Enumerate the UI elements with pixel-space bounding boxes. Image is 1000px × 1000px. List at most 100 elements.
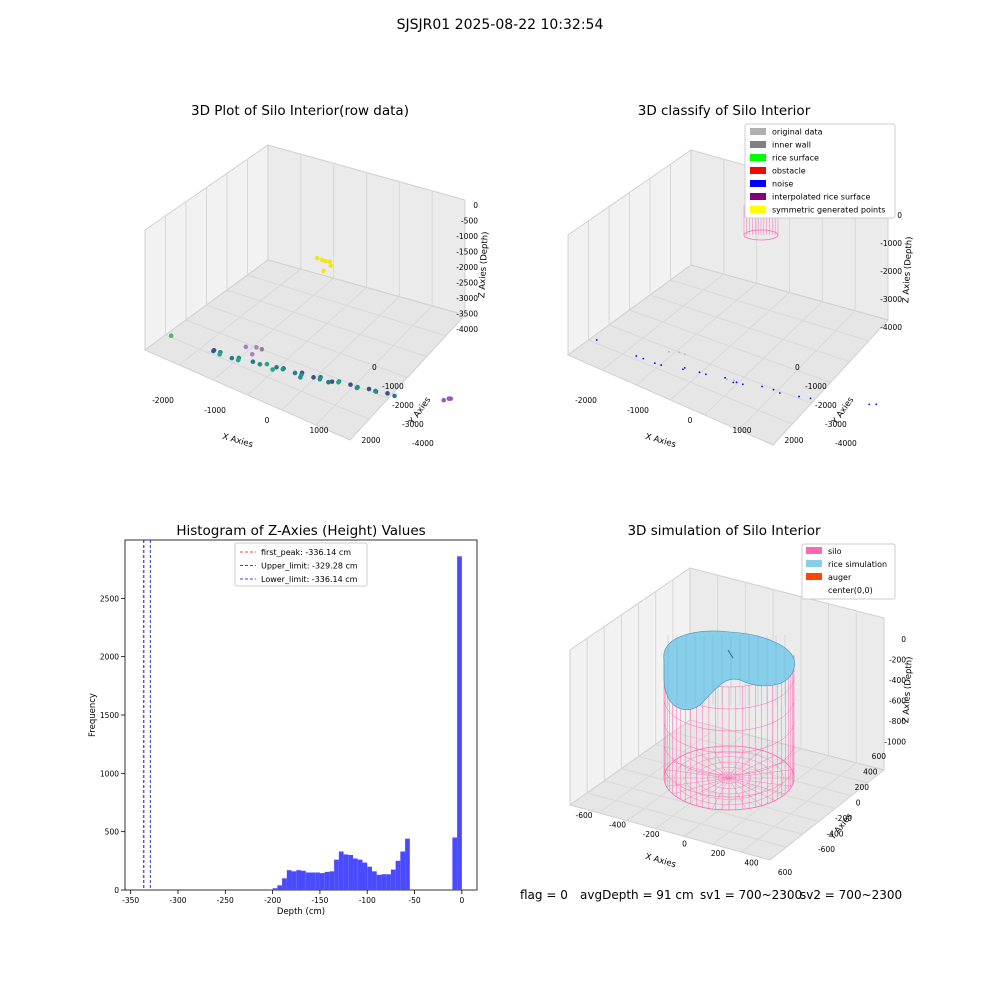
grid-line — [626, 733, 746, 822]
noise-point — [761, 385, 763, 388]
histogram-bar — [319, 873, 325, 890]
grid-line — [741, 762, 857, 853]
legend-label: rice simulation — [828, 560, 887, 569]
histogram-bar — [291, 871, 297, 890]
data-point — [317, 376, 323, 382]
silo-base-spoke — [728, 769, 792, 779]
x-tick-label: -1000 — [627, 406, 649, 415]
legend-label: interpolated rice surface — [772, 193, 870, 202]
legend-label: auger — [828, 573, 852, 582]
data-point — [441, 397, 446, 403]
x-tick-label: -2000 — [575, 396, 597, 405]
silo-wall-ring — [663, 764, 795, 798]
histogram-bar — [371, 871, 377, 890]
z-tick-label: -400 — [889, 676, 906, 685]
z-tick-label: -3000 — [456, 294, 478, 303]
noise-point — [682, 368, 684, 371]
y-tick-label: -200 — [835, 814, 852, 823]
legend-swatch — [750, 167, 766, 174]
histogram-bar — [395, 860, 401, 890]
pane-floor — [568, 719, 886, 861]
y-axis-label: Frequency — [88, 693, 98, 737]
data-point — [259, 346, 265, 352]
y-tick-label: -3000 — [825, 420, 847, 429]
data-point — [211, 348, 217, 353]
histogram-bar — [376, 874, 382, 890]
data-point — [257, 361, 263, 367]
histogram-bar — [343, 854, 349, 890]
silo-base-spoke — [666, 777, 730, 787]
silo-base-spoke — [712, 777, 730, 810]
data-point — [354, 385, 360, 391]
x-tick-label: -250 — [217, 896, 234, 905]
histogram-bar — [296, 870, 301, 890]
data-point — [327, 259, 333, 264]
grid-line — [638, 755, 836, 810]
y-tick-label: -600 — [818, 845, 835, 854]
noise-point — [642, 357, 645, 360]
legend-label: silo — [828, 547, 842, 556]
y-tick-label: -4000 — [412, 439, 434, 448]
data-point — [235, 357, 241, 363]
x-tick-label: -50 — [408, 896, 420, 905]
x-tick-label: 600 — [778, 868, 793, 877]
histogram-bar — [324, 871, 330, 890]
silo-base-spoke — [728, 777, 786, 795]
data-point — [314, 255, 320, 261]
legend-box — [801, 543, 896, 600]
center-marker — [727, 649, 734, 659]
data-point — [366, 386, 372, 392]
grid-line — [712, 755, 829, 845]
data-point — [270, 367, 275, 372]
legend-label: rice surface — [772, 154, 819, 163]
data-point — [274, 364, 279, 370]
histogram-bar — [272, 888, 278, 890]
data-point — [292, 370, 298, 376]
data-point — [323, 258, 328, 264]
noise-point — [704, 373, 707, 376]
legend-swatch — [750, 206, 766, 213]
silo-base-spoke — [728, 777, 746, 810]
y-tick-label: -400 — [826, 830, 843, 839]
histogram-bar — [267, 889, 273, 890]
x-tick-label: -200 — [642, 830, 659, 839]
y-tick-label: 2000 — [100, 653, 119, 662]
z-tick-label: -3500 — [456, 310, 478, 319]
x-axis-label: X Axies — [221, 432, 254, 450]
histogram-bar — [305, 872, 311, 890]
data-point — [336, 379, 341, 385]
noise-point — [724, 376, 726, 379]
data-point — [392, 393, 397, 399]
data-point — [243, 344, 249, 350]
z-tick-label: -200 — [889, 656, 906, 665]
original-point — [683, 353, 686, 356]
legend-label: symmetric generated points — [772, 206, 885, 215]
y-tick-label: 200 — [855, 783, 870, 792]
silo-wall-ring — [663, 720, 795, 754]
noise-point — [778, 392, 781, 394]
histogram-bar — [310, 872, 316, 890]
x-tick-label: -2000 — [152, 396, 174, 405]
noise-point — [635, 355, 638, 357]
noise-point — [732, 381, 735, 384]
x-tick-label: 0 — [265, 416, 270, 425]
data-point — [321, 268, 326, 274]
y-tick-label: -2000 — [392, 401, 414, 410]
y-tick-label: -4000 — [835, 439, 857, 448]
legend: silo rice simulation auger center(0,0) — [801, 543, 896, 600]
data-point — [254, 345, 259, 350]
z-tick-label: -500 — [461, 217, 478, 226]
z-tick-label: -2500 — [456, 279, 478, 288]
noise-point — [772, 388, 775, 391]
grid-line — [670, 279, 869, 342]
z-axis-label: Z Axies (Depth) — [901, 236, 914, 303]
x-tick-label: 400 — [744, 859, 759, 868]
grid-line — [587, 792, 787, 848]
x-tick-label: 0 — [459, 896, 464, 905]
z-tick-label: -2000 — [880, 267, 902, 276]
data-point — [250, 359, 256, 365]
noise-point — [595, 339, 598, 341]
original-point — [726, 378, 728, 381]
legend-swatch — [750, 180, 766, 187]
noise-point — [683, 367, 686, 369]
